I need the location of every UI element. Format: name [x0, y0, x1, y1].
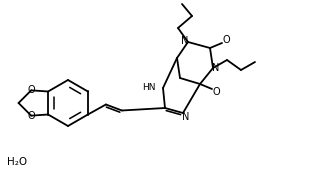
- Text: HN: HN: [142, 84, 156, 92]
- Text: O: O: [222, 35, 230, 45]
- Text: O: O: [212, 87, 220, 97]
- Text: N: N: [212, 63, 220, 73]
- Text: O: O: [27, 85, 35, 95]
- Text: H₂O: H₂O: [7, 157, 27, 167]
- Text: N: N: [181, 36, 189, 46]
- Text: O: O: [27, 111, 35, 121]
- Text: N: N: [182, 112, 190, 122]
